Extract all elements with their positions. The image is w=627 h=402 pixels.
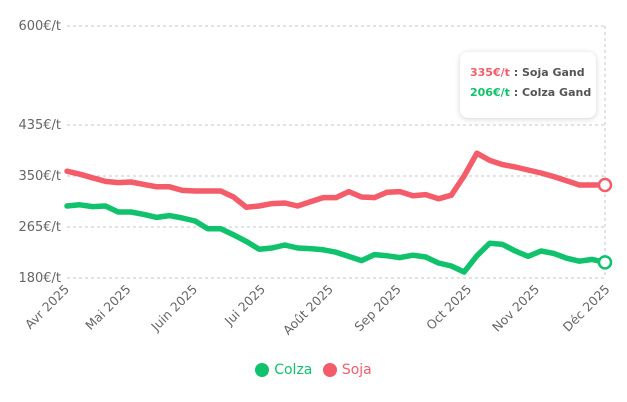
x-tick-label-2: Juin 2025 <box>147 282 200 335</box>
series-end-point-colza <box>597 255 613 270</box>
chart-tooltip: 335€/t : Soja Gand 206€/t : Colza Gand <box>460 52 596 118</box>
x-tick-label-3: Jui 2025 <box>221 282 268 329</box>
x-tick-label-4: Août 2025 <box>280 282 336 338</box>
y-axis: 180€/t 265€/t 350€/t 435€/t 600€/t <box>18 19 61 286</box>
series-line-soja <box>64 150 608 210</box>
legend-item-soja[interactable]: Soja <box>322 362 372 378</box>
soja-legend-dot-icon <box>322 363 337 377</box>
series-layer <box>64 150 613 275</box>
x-tick-label-5: Sep 2025 <box>351 282 404 335</box>
legend-colza-label: Colza <box>274 362 313 378</box>
tooltip-colza-value: 206€/t <box>470 86 510 99</box>
chart-legend: Colza Soja <box>0 362 627 381</box>
x-tick-label-6: Oct 2025 <box>423 282 474 333</box>
tooltip-row-colza: 206€/t : Colza Gand <box>470 86 591 99</box>
colza-legend-dot-icon <box>255 363 270 377</box>
legend-item-colza[interactable]: Colza <box>255 362 312 378</box>
grid-lines <box>67 25 606 279</box>
x-tick-label-7: Nov 2025 <box>489 282 542 335</box>
y-tick-label-4: 600€/t <box>18 19 61 34</box>
x-tick-label-0: Avr 2025 <box>22 282 72 332</box>
x-axis: Avr 2025 Mai 2025 Juin 2025 Jui 2025 Août 20… <box>22 282 613 338</box>
x-tick-label-8: Déc 2025 <box>560 282 613 335</box>
y-tick-label-3: 435€/t <box>18 118 61 133</box>
legend-soja-label: Soja <box>341 362 372 378</box>
y-tick-label-2: 350€/t <box>18 169 61 184</box>
series-line-colza <box>64 202 608 275</box>
tooltip-soja-label: : Soja Gand <box>513 66 585 79</box>
y-tick-label-0: 180€/t <box>18 271 61 286</box>
tooltip-soja-value: 335€/t <box>470 66 510 79</box>
tooltip-row-soja: 335€/t : Soja Gand <box>470 66 585 79</box>
series-end-point-soja <box>597 177 613 193</box>
tooltip-colza-label: : Colza Gand <box>513 86 592 99</box>
y-tick-label-1: 265€/t <box>18 220 61 235</box>
x-tick-label-1: Mai 2025 <box>82 282 133 333</box>
